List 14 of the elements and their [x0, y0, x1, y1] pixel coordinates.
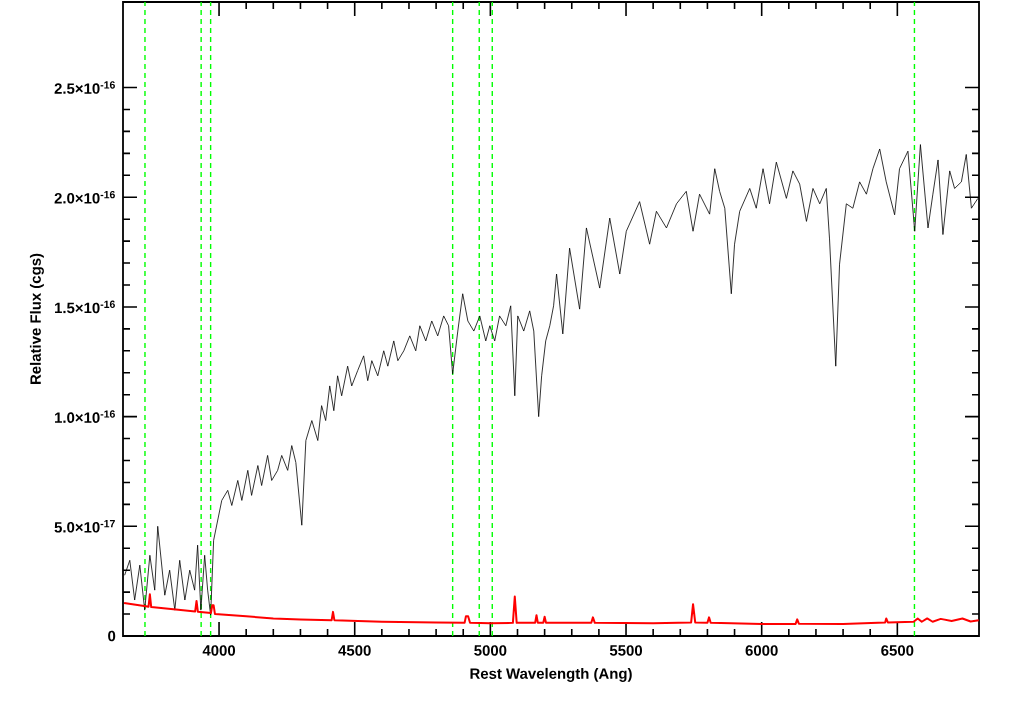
y-tick-label: 2.0×10$^{-16}$ [54, 190, 115, 204]
x-axis-title: Rest Wavelength (Ang) [470, 667, 632, 682]
x-tick-label: 6500 [881, 645, 914, 656]
y-tick-label: 2.5×10$^{-16}$ [54, 81, 115, 94]
x-tick-label: 4500 [338, 645, 371, 656]
y-axis-title: Relative Flux (cgs) [29, 253, 44, 385]
x-tick-label: 6000 [745, 645, 778, 656]
y-tick-label: 0 [108, 630, 116, 642]
y-tick-label: 5.0×10$^{-17}$ [54, 520, 115, 533]
x-tick-label: 5500 [609, 645, 643, 656]
x-tick-label: 5000 [474, 645, 507, 656]
y-tick-label: 1.5×10$^{-16}$ [55, 300, 115, 314]
x-tick-label: 4000 [202, 645, 236, 656]
y-tick-label: 1.0×10$^{-16}$ [55, 410, 115, 423]
